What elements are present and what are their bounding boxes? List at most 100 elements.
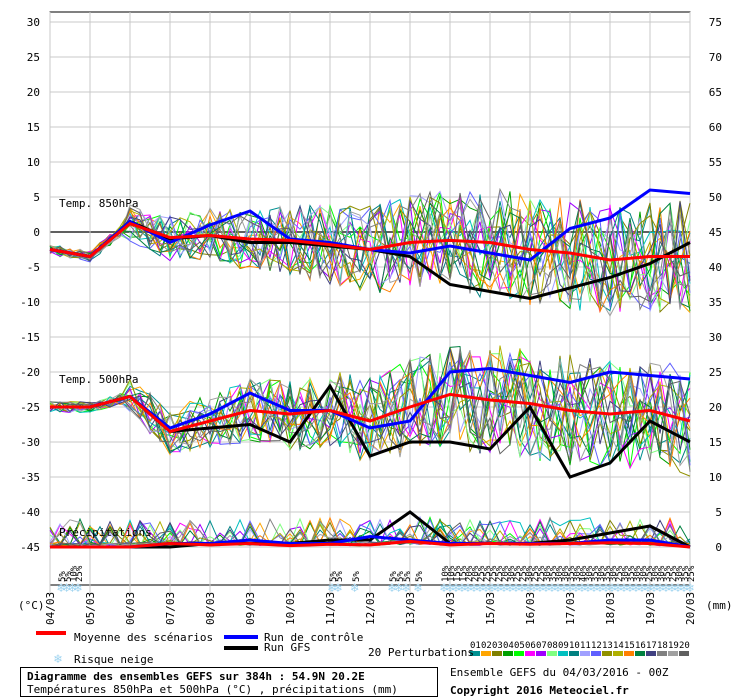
snow-pct: 30% (555, 565, 565, 582)
y-right-tick: 45 (709, 226, 722, 239)
snow-pct: 5% (58, 571, 68, 582)
snow-icon: ❄ (487, 581, 496, 596)
perturbation-swatch (602, 651, 612, 656)
snow-icon: ❄ (413, 581, 422, 596)
snow-pct: 40% (579, 565, 589, 582)
snow-icon: ❄ (589, 581, 598, 596)
perturbation-number: 09 (558, 641, 569, 651)
snow-pct: 25% (645, 565, 655, 582)
snow-legend-icon: ❄ (53, 652, 62, 667)
perturbation-swatch (547, 651, 557, 656)
perturbation-number: 18 (657, 641, 668, 651)
perturbation-swatch (668, 651, 678, 656)
perturbation-swatch (558, 651, 568, 656)
snow-pct: 30% (639, 565, 649, 582)
snow-pct: 35% (627, 565, 637, 582)
panel-label-t500: Temp. 500hPa (59, 373, 138, 386)
perturbation-line (49, 348, 691, 472)
x-tick-label: 10/03 (284, 592, 297, 625)
perturbation-swatch (624, 651, 634, 656)
perturbation-swatch (536, 651, 546, 656)
x-tick-label: 17/03 (564, 592, 577, 625)
perturbation-line (49, 191, 691, 307)
y-right-tick: 65 (709, 86, 722, 99)
y-left-unit: (°C) (18, 599, 45, 612)
y-right-tick: 50 (709, 191, 722, 204)
perturbation-swatch (525, 651, 535, 656)
x-tick-label: 15/03 (484, 592, 497, 625)
perturbation-line (49, 353, 691, 462)
snow-pct: 35% (549, 565, 559, 582)
snow-icon: ❄ (595, 581, 604, 596)
snow-pct: 25% (687, 565, 697, 582)
snow-pct: 10% (447, 565, 457, 582)
snow-pct: 30% (561, 565, 571, 582)
panel-label-precip: Précipitations (59, 526, 152, 539)
perturbation-swatch (503, 651, 513, 656)
snow-icon: ❄ (350, 581, 359, 596)
snow-pct: 30% (609, 565, 619, 582)
snow-icon: ❄ (451, 581, 460, 596)
x-tick-label: 16/03 (524, 592, 537, 625)
snow-icon: ❄ (67, 581, 76, 596)
snow-pct: 20% (501, 565, 511, 582)
snow-pct: 25% (495, 565, 505, 582)
y-right-tick: 60 (709, 121, 722, 134)
legend-snow-label: Risque neige (74, 653, 154, 666)
snow-pct: 25% (75, 565, 85, 582)
snow-pct: 30% (597, 565, 607, 582)
snow-icon: ❄ (511, 581, 520, 596)
snow-pct: 5% (335, 571, 345, 582)
perturbation-line (49, 198, 691, 317)
x-tick-label: 12/03 (364, 592, 377, 625)
snow-pct: 15% (459, 565, 469, 582)
perturbation-number: 14 (613, 641, 624, 651)
snow-icon: ❄ (445, 581, 454, 596)
snow-pct: 25% (531, 565, 541, 582)
snow-icon: ❄ (499, 581, 508, 596)
x-tick-label: 11/03 (324, 592, 337, 625)
legend: ❄01 02 03 04 05 06 07 08 09 10 11 12 13 14 15 16 17 18 19 2… (36, 631, 690, 667)
snow-icon: ❄ (679, 581, 688, 596)
perturbation-number: 06 (525, 641, 536, 651)
snow-pct: 25% (513, 565, 523, 582)
perturbation-line (49, 519, 691, 547)
snow-pct: 10% (69, 565, 79, 582)
legend-mean-label: Moyenne des scénarios (74, 631, 214, 644)
snow-icon: ❄ (649, 581, 658, 596)
snow-icon: ❄ (463, 581, 472, 596)
snow-icon: ❄ (559, 581, 568, 596)
snow-pct: 5% (389, 571, 399, 582)
snow-icon: ❄ (327, 581, 336, 596)
perturbation-number: 01 (470, 641, 481, 651)
snow-icon: ❄ (643, 581, 652, 596)
run-info: Ensemble GEFS du 04/03/2016 - 00Z (450, 666, 669, 679)
perturbation-swatch (481, 651, 491, 656)
perturbation-number: 13 (602, 641, 613, 651)
y-left-tick: 0 (33, 226, 40, 239)
perturbation-number: 04 (503, 641, 514, 651)
snow-pct: 30% (633, 565, 643, 582)
series-line-t850 (49, 221, 690, 262)
snow-icon: ❄ (457, 581, 466, 596)
snow-icon: ❄ (535, 581, 544, 596)
copyright: Copyright 2016 Meteociel.fr (450, 684, 629, 697)
snow-icon: ❄ (493, 581, 502, 596)
snow-pct: 5% (352, 571, 362, 582)
y-left-tick: -30 (20, 436, 40, 449)
perturbation-number: 16 (635, 641, 646, 651)
perturbation-number: 07 (536, 641, 547, 651)
snow-pct: 30% (657, 565, 667, 582)
perturbation-line (49, 190, 691, 310)
snow-icon: ❄ (333, 581, 342, 596)
snow-icon: ❄ (547, 581, 556, 596)
snow-pct: 25% (537, 565, 547, 582)
snow-pct: 5% (396, 571, 406, 582)
snow-icon: ❄ (73, 581, 82, 596)
perturbation-number: 08 (547, 641, 558, 651)
y-left-tick: -20 (20, 366, 40, 379)
snow-pct: 25% (519, 565, 529, 582)
snow-icon: ❄ (631, 581, 640, 596)
x-tick-label: 20/03 (684, 592, 697, 625)
